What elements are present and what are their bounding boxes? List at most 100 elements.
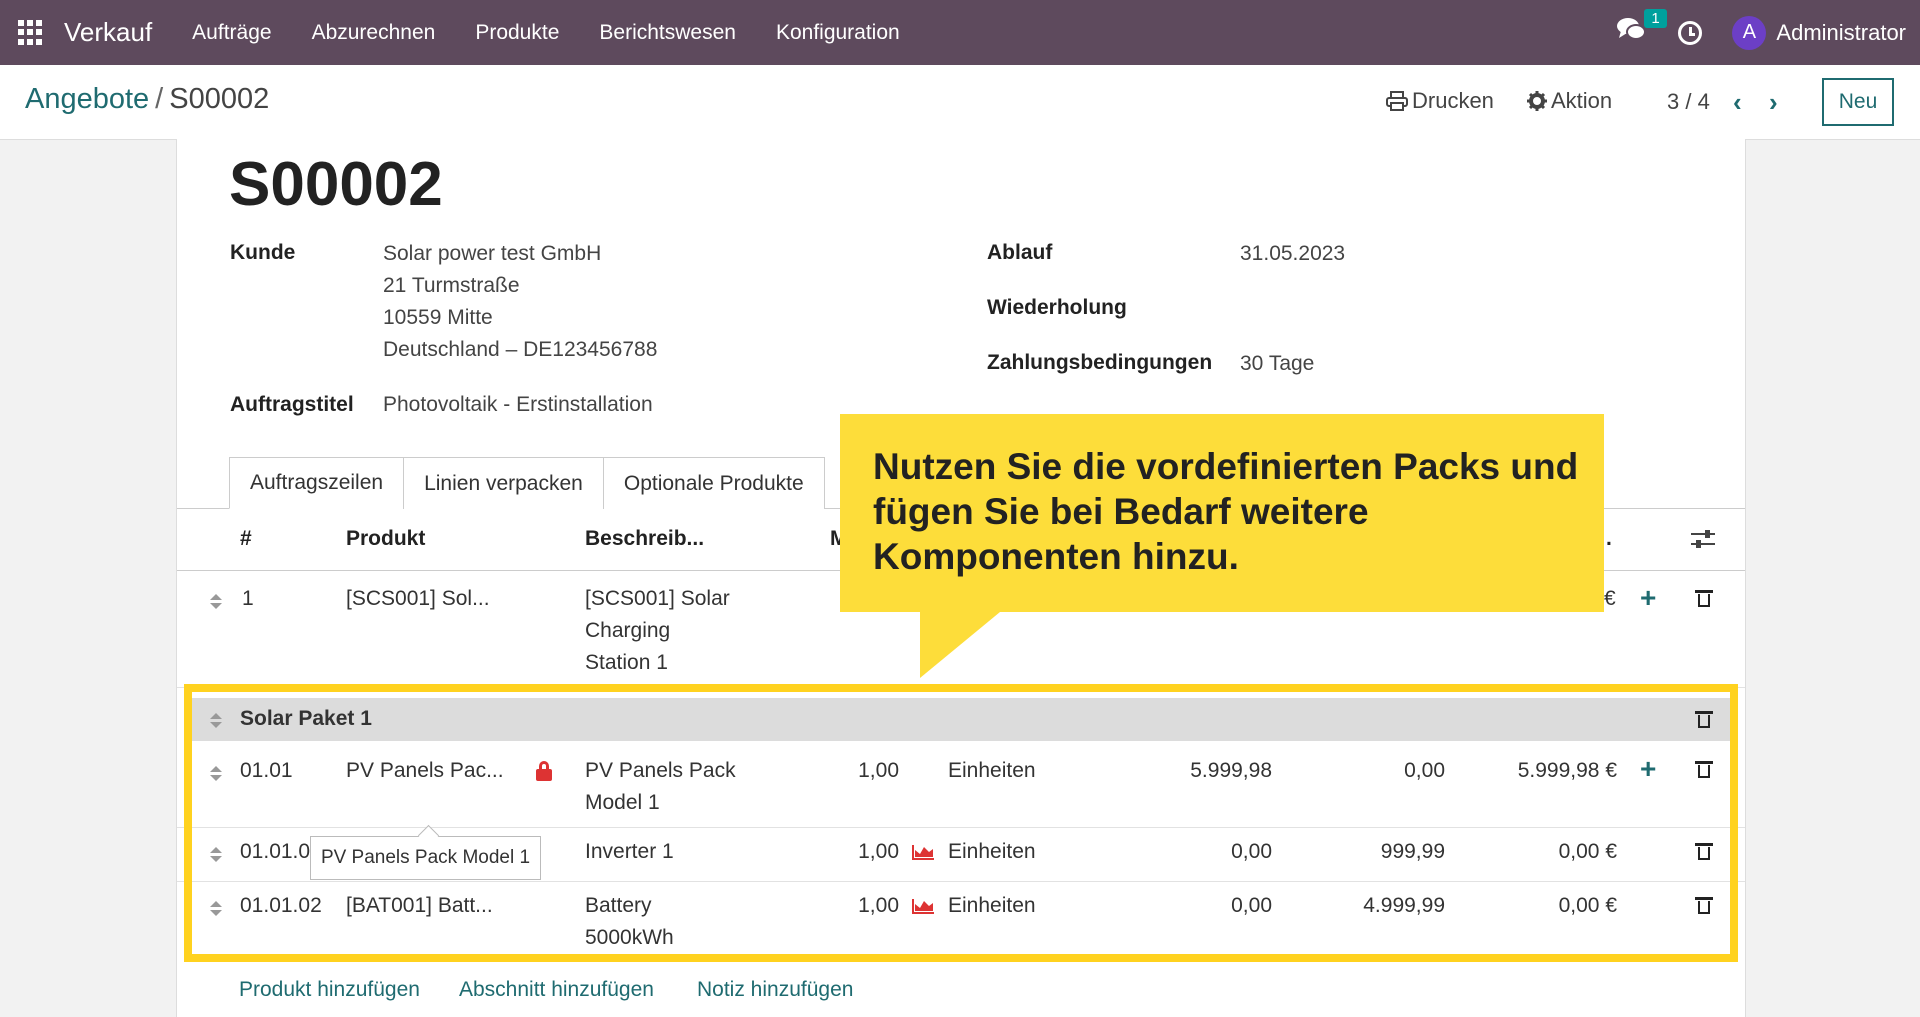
row-unit-price[interactable]: 5.999,98 xyxy=(1190,759,1272,782)
col-subtotal[interactable]: . xyxy=(1606,527,1612,550)
top-navbar: Verkauf Aufträge Abzurechnen Produkte Be… xyxy=(0,0,1920,65)
print-button[interactable]: Drucken xyxy=(1386,88,1494,114)
pager-previous-icon[interactable]: ‹ xyxy=(1733,87,1742,117)
add-section-link[interactable]: Abschnitt hinzufügen xyxy=(459,978,654,1001)
menu-orders[interactable]: Aufträge xyxy=(192,20,272,44)
trash-icon[interactable] xyxy=(1695,761,1713,778)
row-description-line[interactable]: Model 1 xyxy=(585,791,660,814)
row-quantity[interactable]: 1,00 xyxy=(858,759,899,782)
row-product[interactable]: PV Panels Pac... xyxy=(346,759,504,782)
tutorial-callout: Nutzen Sie die vordefinierten Packs und … xyxy=(840,414,1604,612)
avatar[interactable]: A xyxy=(1732,15,1767,50)
table-row[interactable]: 01.01.02 [BAT001] Batt... Battery 5000kW… xyxy=(177,881,1745,965)
document-title: S00002 xyxy=(229,150,443,219)
row-product[interactable]: [BAT001] Batt... xyxy=(346,894,493,917)
row-number: 01.01.0 xyxy=(240,840,311,863)
menu-reporting[interactable]: Berichtswesen xyxy=(599,20,736,44)
tab-pack-lines[interactable]: Linien verpacken xyxy=(403,457,604,509)
table-row[interactable]: 1 [SCS001] Sol... [SCS001] Solar Chargin… xyxy=(177,571,1745,688)
table-row[interactable]: 01.01 PV Panels Pac... PV Panels Pack Mo… xyxy=(177,741,1745,828)
row-subtotal: 5.999,98 € xyxy=(1517,759,1617,782)
menu-configuration[interactable]: Konfiguration xyxy=(775,20,900,44)
payment-terms-label: Zahlungsbedingungen xyxy=(987,351,1213,374)
forecast-chart-icon[interactable] xyxy=(911,844,935,861)
customer-street: 21 Turmstraße xyxy=(383,274,520,297)
add-component-icon[interactable]: + xyxy=(1640,582,1657,613)
row-subtotal: € xyxy=(1604,587,1616,610)
row-number: 01.01.02 xyxy=(240,894,322,917)
forecast-chart-icon[interactable] xyxy=(911,898,935,915)
action-label: Aktion xyxy=(1551,88,1613,113)
printer-icon xyxy=(1386,91,1408,111)
row-discount[interactable]: 0,00 xyxy=(1404,759,1445,782)
optional-columns-icon[interactable] xyxy=(1691,529,1715,549)
trash-icon[interactable] xyxy=(1695,590,1713,607)
trash-icon[interactable] xyxy=(1695,843,1713,860)
expiry-field[interactable]: 31.05.2023 xyxy=(1240,242,1346,265)
trash-icon[interactable] xyxy=(1695,897,1713,914)
control-panel: Angebote / S00002 Drucken Aktion 3 / 4 ‹ ›… xyxy=(0,65,1920,140)
section-label[interactable]: Solar Paket 1 xyxy=(240,707,372,730)
new-button[interactable]: Neu xyxy=(1822,78,1894,126)
row-unit-price[interactable]: 0,00 xyxy=(1231,840,1272,863)
row-uom[interactable]: Einheiten xyxy=(948,894,1036,917)
table-row[interactable]: 01.01.0 Inverter 1 1,00 Einheiten 0,00 9… xyxy=(177,827,1745,882)
expiry-label: Ablauf xyxy=(987,241,1053,264)
print-label: Drucken xyxy=(1412,88,1494,113)
order-title-label: Auftragstitel xyxy=(230,393,354,416)
row-quantity[interactable]: 1,00 xyxy=(858,840,899,863)
trash-icon[interactable] xyxy=(1695,711,1713,728)
customer-country-vat: Deutschland – DE123456788 xyxy=(383,338,658,361)
product-tooltip: PV Panels Pack Model 1 xyxy=(310,836,541,880)
row-description-line[interactable]: Inverter 1 xyxy=(585,840,674,863)
payment-terms-field[interactable]: 30 Tage xyxy=(1240,352,1315,375)
row-description-line[interactable]: Station 1 xyxy=(585,651,668,674)
menu-products[interactable]: Produkte xyxy=(475,20,560,44)
callout-pointer xyxy=(920,612,1000,678)
row-number: 01.01 xyxy=(240,759,293,782)
row-description-line[interactable]: Charging xyxy=(585,619,671,642)
app-grid-icon[interactable] xyxy=(18,19,44,46)
section-row[interactable]: Solar Paket 1 xyxy=(189,698,1730,741)
row-number: 1 xyxy=(242,587,254,610)
row-description-line[interactable]: [SCS001] Solar xyxy=(585,587,730,610)
col-number[interactable]: # xyxy=(240,527,252,550)
col-description[interactable]: Beschreib... xyxy=(585,527,705,550)
row-uom[interactable]: Einheiten xyxy=(948,759,1036,782)
row-description-line[interactable]: PV Panels Pack xyxy=(585,759,736,782)
pager-value[interactable]: 3 / 4 xyxy=(1667,89,1710,114)
customer-name[interactable]: Solar power test GmbH xyxy=(383,242,602,265)
notebook-tabs: Auftragszeilen Linien verpacken Optional… xyxy=(229,457,825,509)
action-button[interactable]: Aktion xyxy=(1527,88,1612,114)
tab-optional-products[interactable]: Optionale Produkte xyxy=(602,457,825,509)
activity-clock-icon[interactable] xyxy=(1678,20,1703,45)
menu-to-invoice[interactable]: Abzurechnen xyxy=(311,20,436,44)
customer-city: 10559 Mitte xyxy=(383,306,493,329)
add-note-link[interactable]: Notiz hinzufügen xyxy=(697,978,854,1001)
recurrence-label: Wiederholung xyxy=(987,296,1127,319)
add-product-link[interactable]: Produkt hinzufügen xyxy=(239,978,420,1001)
lock-icon xyxy=(536,761,552,781)
gear-icon xyxy=(1527,91,1547,111)
customer-label: Kunde xyxy=(230,241,296,264)
user-name[interactable]: Administrator xyxy=(1776,19,1906,45)
chat-icon[interactable]: 1 xyxy=(1616,8,1667,51)
row-description-line[interactable]: 5000kWh xyxy=(585,926,674,949)
row-product[interactable]: [SCS001] Sol... xyxy=(346,587,490,610)
row-subtotal: 0,00 € xyxy=(1558,840,1617,863)
row-subtotal: 0,00 € xyxy=(1558,894,1617,917)
order-title-field[interactable]: Photovoltaik - Erstinstallation xyxy=(383,393,653,416)
row-discount[interactable]: 4.999,99 xyxy=(1363,894,1445,917)
row-quantity[interactable]: 1,00 xyxy=(858,894,899,917)
row-unit-price[interactable]: 0,00 xyxy=(1231,894,1272,917)
row-description-line[interactable]: Battery xyxy=(585,894,652,917)
row-discount[interactable]: 999,99 xyxy=(1380,840,1445,863)
chat-badge: 1 xyxy=(1644,8,1667,28)
tab-order-lines[interactable]: Auftragszeilen xyxy=(229,457,405,509)
breadcrumb-quotations[interactable]: Angebote xyxy=(25,83,150,115)
col-product[interactable]: Produkt xyxy=(346,527,426,550)
app-name[interactable]: Verkauf xyxy=(64,17,153,47)
add-component-icon[interactable]: + xyxy=(1640,753,1657,784)
pager-next-icon[interactable]: › xyxy=(1769,87,1778,117)
row-uom[interactable]: Einheiten xyxy=(948,840,1036,863)
